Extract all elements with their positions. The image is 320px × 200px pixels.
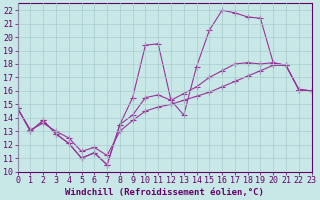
- X-axis label: Windchill (Refroidissement éolien,°C): Windchill (Refroidissement éolien,°C): [65, 188, 264, 197]
